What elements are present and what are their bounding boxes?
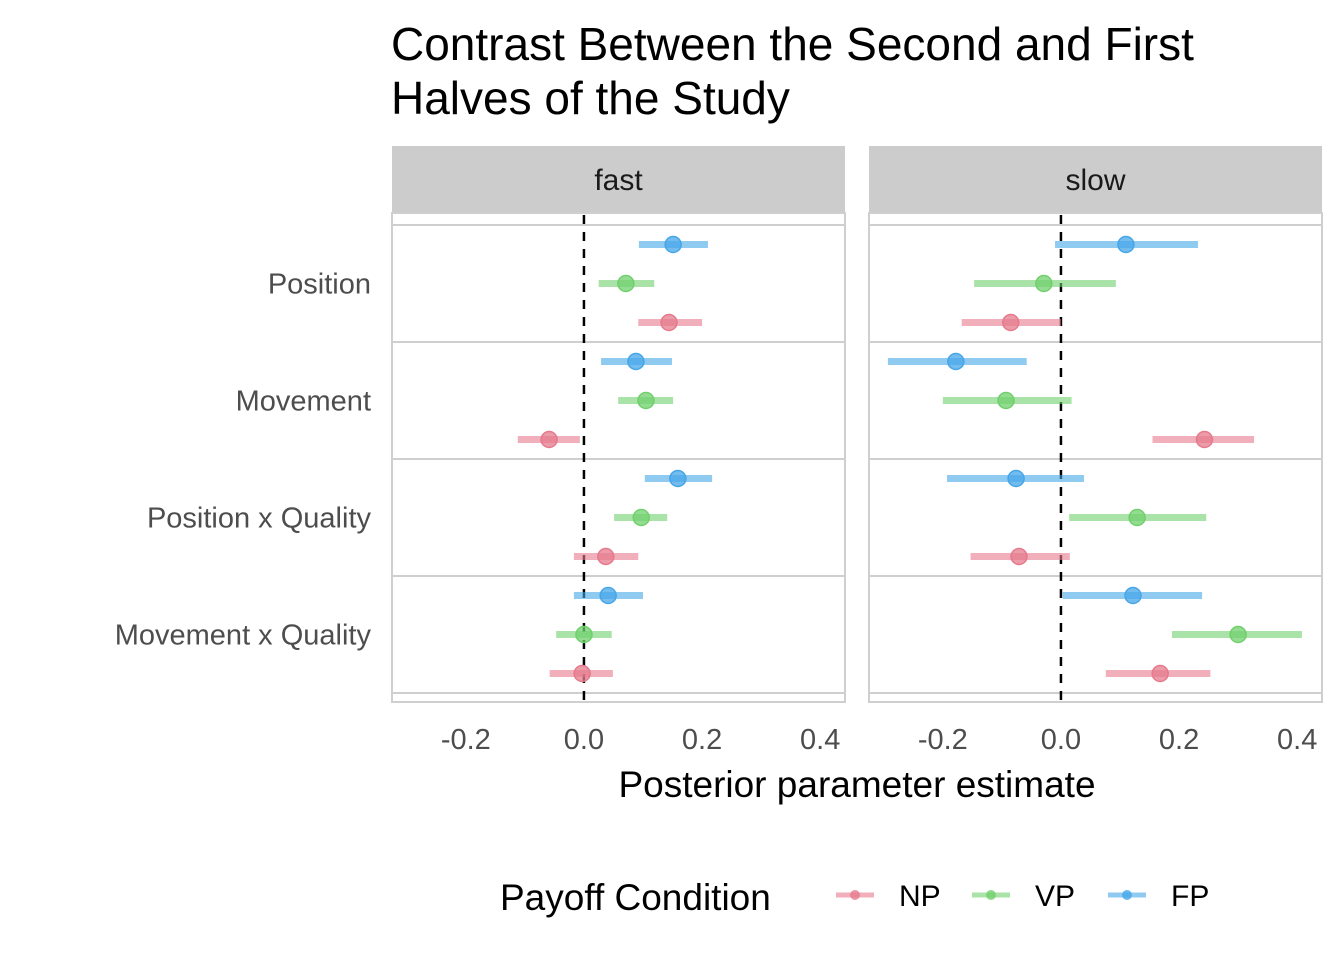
row-band [868, 575, 1323, 694]
x-tick-label: 0.0 [1041, 724, 1081, 756]
point-vp [617, 274, 635, 293]
facet-panels: fast -0.2 0.0 0.2 0.4 slow -0.2 0.0 0.2 0.4 [391, 146, 1323, 756]
point-np [597, 547, 615, 566]
chart-title: Contrast Between the Second and First Ha… [391, 18, 1194, 124]
point-vp [575, 625, 593, 644]
point-np [540, 430, 558, 449]
chart-title-line-1: Contrast Between the Second and First [391, 18, 1194, 70]
chart-title-line-2: Halves of the Study [391, 72, 790, 124]
legend-title: Payoff Condition [500, 877, 771, 918]
legend-key-point-fp [1122, 890, 1132, 900]
panel-border [868, 212, 1323, 703]
x-axis-title: Posterior parameter estimate [618, 764, 1095, 805]
legend-key-point-vp [986, 890, 996, 900]
point-vp [632, 508, 650, 527]
point-vp [1128, 508, 1146, 527]
point-np [660, 313, 678, 332]
legend: Payoff Condition NP VP FP [500, 877, 1209, 918]
point-fp [599, 586, 617, 605]
x-tick-label: 0.0 [564, 724, 604, 756]
legend-label: FP [1171, 880, 1209, 913]
panel-border [391, 212, 846, 703]
point-np [1010, 547, 1028, 566]
y-axis-labels: Position Movement Position x Quality Moveme… [115, 269, 372, 652]
x-tick-label: 0.2 [682, 724, 722, 756]
legend-label: NP [899, 880, 941, 913]
point-np [1195, 430, 1214, 449]
x-tick-label: -0.2 [918, 724, 968, 756]
point-fp [947, 352, 965, 371]
point-vp [997, 391, 1015, 410]
point-np [573, 664, 591, 683]
point-np [1001, 313, 1020, 332]
x-tick-label: 0.4 [1277, 724, 1317, 756]
legend-key-point-np [850, 890, 860, 900]
y-label: Position x Quality [147, 503, 372, 535]
strip-background [392, 146, 845, 213]
panel-slow: slow -0.2 0.0 0.2 0.4 [868, 146, 1323, 756]
point-vp [1035, 274, 1053, 293]
point-vp [1229, 625, 1247, 644]
point-vp [637, 391, 655, 410]
point-np [1151, 664, 1169, 683]
strip-label: slow [1065, 164, 1125, 197]
legend-label: VP [1035, 880, 1075, 913]
x-tick-label: 0.2 [1159, 724, 1199, 756]
point-fp [1007, 469, 1025, 488]
y-label: Position [268, 269, 371, 301]
x-tick-label: 0.4 [800, 724, 840, 756]
row-band [391, 575, 846, 694]
point-fp [669, 469, 687, 488]
x-tick-label: -0.2 [441, 724, 491, 756]
point-fp [627, 352, 645, 371]
y-label: Movement [236, 386, 371, 418]
panel-fast: fast -0.2 0.0 0.2 0.4 [391, 146, 846, 756]
point-fp [1124, 586, 1142, 605]
y-label: Movement x Quality [115, 620, 372, 652]
strip-label: fast [594, 164, 643, 197]
strip-background [869, 146, 1322, 213]
point-fp [1117, 235, 1135, 254]
point-fp [664, 235, 682, 254]
